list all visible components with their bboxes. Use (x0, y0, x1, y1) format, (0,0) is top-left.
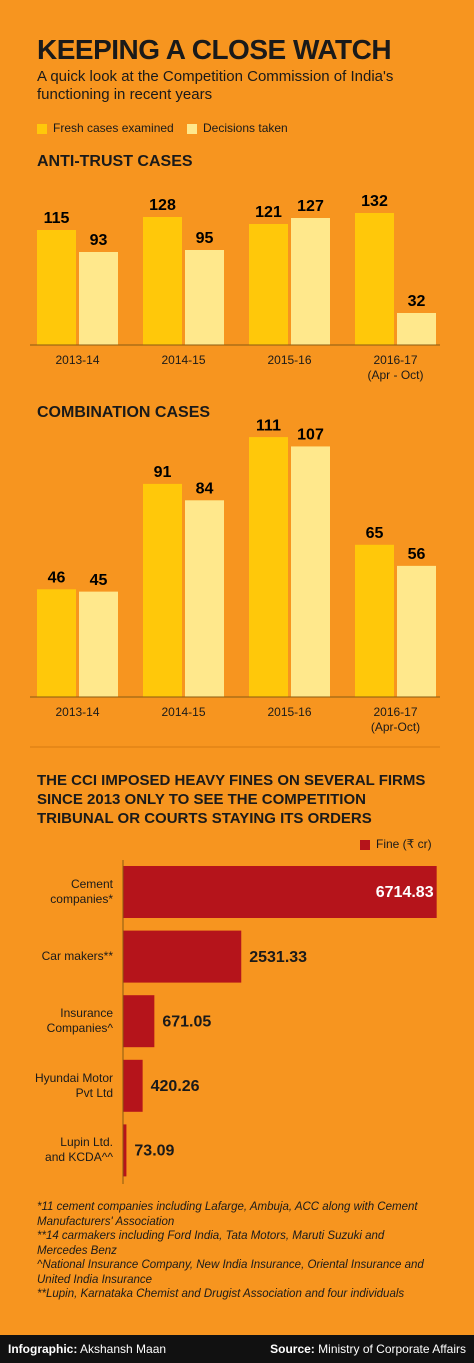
value-label: 132 (361, 193, 388, 210)
credit: Infographic: Akshansh Maan (8, 1342, 166, 1356)
value-label: 84 (196, 481, 214, 498)
legend-label: Decisions taken (203, 121, 288, 135)
y-tick-label: Car makers** (41, 949, 113, 964)
value-label: 127 (297, 198, 324, 215)
bar (291, 446, 330, 697)
value-label: 107 (297, 427, 324, 444)
bar (79, 252, 118, 345)
value-label: 128 (149, 197, 176, 214)
legend-label: Fresh cases examined (53, 121, 174, 135)
x-tick-label: 2016-17 (Apr-Oct) (370, 705, 421, 734)
bar (123, 930, 242, 983)
legend-swatch (37, 124, 47, 134)
value-label: 65 (366, 525, 384, 542)
value-label: 32 (408, 293, 426, 310)
y-tick-label: Cement companies* (50, 877, 113, 906)
bar (185, 250, 224, 345)
legend-swatch (187, 124, 197, 134)
bar (123, 1124, 127, 1177)
credit-label: Infographic: (8, 1342, 78, 1356)
bar (123, 995, 155, 1048)
bar (397, 565, 436, 697)
value-label: 6714.83 (376, 884, 434, 901)
bar (291, 218, 330, 345)
y-tick-label: Lupin Ltd. and KCDA^^ (45, 1135, 113, 1165)
value-label: 2531.33 (249, 949, 307, 966)
footer-bar (0, 1335, 474, 1363)
source-label: Source: (270, 1342, 315, 1356)
value-label: 115 (44, 210, 70, 227)
footnote: **14 carmakers including Ford India, Tat… (37, 1230, 385, 1257)
source: Source: Ministry of Corporate Affairs (270, 1342, 466, 1356)
x-tick-label: 2014-15 (161, 353, 206, 367)
value-label: 56 (408, 546, 426, 563)
value-label: 45 (90, 572, 108, 589)
x-tick-label: 2014-15 (161, 705, 206, 719)
bar (249, 437, 288, 697)
title: KEEPING A CLOSE WATCH (37, 34, 392, 65)
bar (123, 1059, 143, 1112)
value-label: 93 (90, 232, 108, 249)
bar (143, 483, 182, 697)
value-label: 121 (255, 204, 282, 221)
bar (397, 313, 436, 345)
chart-title: ANTI-TRUST CASES (37, 153, 193, 170)
chart-title: THE CCI IMPOSED HEAVY FINES ON SEVERAL F… (37, 772, 426, 827)
value-label: 46 (48, 570, 66, 587)
value-label: 671.05 (162, 1013, 211, 1030)
x-tick-label: 2013-14 (55, 353, 100, 367)
x-tick-label: 2016-17 (Apr - Oct) (367, 353, 424, 382)
subtitle: A quick look at the Competition Commissi… (37, 68, 394, 103)
footnote: *11 cement companies including Lafarge, … (37, 1201, 418, 1228)
bar (123, 866, 437, 918)
value-label: 111 (256, 417, 281, 434)
legend-swatch (360, 840, 370, 850)
footnote: **Lupin, Karnataka Chemist and Drugist A… (37, 1288, 405, 1300)
y-tick-label: Hyundai Motor Pvt Ltd (34, 1070, 113, 1100)
y-tick-label: Insurance Companies^ (46, 1006, 113, 1036)
x-tick-label: 2015-16 (267, 353, 312, 367)
bar (355, 544, 394, 697)
bar (185, 500, 224, 697)
x-tick-label: 2015-16 (267, 705, 312, 719)
bar (37, 589, 76, 697)
footnote: ^National Insurance Company, New India I… (37, 1259, 424, 1286)
chart-title: COMBINATION CASES (37, 404, 211, 421)
credit-name: Akshansh Maan (80, 1342, 167, 1356)
value-label: 95 (196, 230, 214, 247)
bar (249, 224, 288, 345)
x-tick-label: 2013-14 (55, 705, 100, 719)
bar (37, 230, 76, 345)
source-name: Ministry of Corporate Affairs (318, 1342, 466, 1356)
value-label: 420.26 (151, 1078, 200, 1095)
value-label: 91 (154, 464, 172, 481)
bar (355, 213, 394, 345)
bar (79, 591, 118, 697)
legend-label: Fine (₹ cr) (376, 837, 432, 851)
bar (143, 217, 182, 345)
value-label: 73.09 (134, 1143, 174, 1160)
